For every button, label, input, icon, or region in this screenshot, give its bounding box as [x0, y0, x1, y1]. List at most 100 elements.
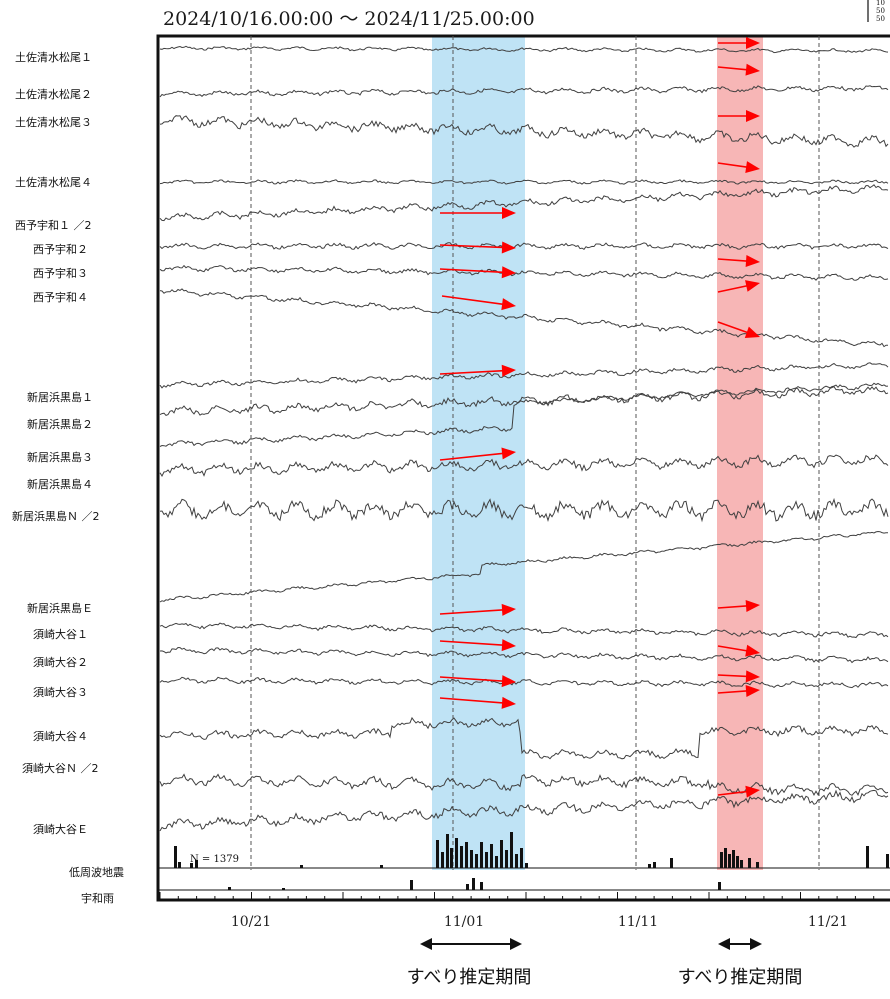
trace-line [159, 497, 889, 523]
trace-line [159, 45, 889, 54]
channel-label: 須崎大谷４ [33, 729, 88, 743]
slip-arrowhead [501, 696, 516, 709]
x-tick-label: 10/21 [231, 914, 271, 930]
slip-arrow [717, 321, 751, 335]
lfe-bar [475, 854, 478, 868]
slip-arrowhead [745, 785, 760, 798]
slip-arrow [439, 268, 507, 274]
lfe-bar [520, 848, 523, 868]
slip-arrowhead [746, 110, 760, 122]
channel-label: 須崎大谷Ｅ [33, 822, 88, 836]
trace-line [159, 454, 889, 478]
channel-label: 新居浜黒島４ [27, 477, 93, 491]
trace-line [159, 773, 889, 796]
lfe-bar [505, 850, 508, 868]
slip-arrowhead [744, 326, 760, 338]
trace-line [159, 85, 889, 98]
slip-arrowhead [501, 639, 516, 652]
rain-bar [228, 887, 231, 890]
lfe-bar [190, 863, 193, 868]
trace-line [159, 179, 889, 185]
lfe-bar [653, 862, 656, 868]
channel-label: 新居浜黒島１ [27, 390, 93, 404]
lfe-bar [441, 852, 444, 868]
lfe-bar [724, 848, 727, 868]
slip-arrow [717, 162, 751, 169]
slip-arrow [439, 608, 507, 615]
scale-label: 50 [876, 7, 885, 15]
trace-line [159, 716, 889, 760]
channel-label: 須崎大谷３ [33, 685, 88, 699]
channel-label: 西予宇和２ [33, 243, 88, 256]
trace-line [159, 676, 889, 689]
period-arrowhead-left [718, 938, 730, 950]
trace-line [159, 530, 889, 603]
trace-line [159, 362, 889, 389]
slip-period-label: すべり推定期間 [407, 967, 532, 988]
slip-arrowhead [502, 207, 516, 219]
trace-line [159, 622, 889, 639]
lfe-bar [740, 860, 743, 868]
slip-arrow [717, 66, 751, 71]
slip-arrow [717, 790, 751, 796]
lfe-bar [465, 842, 468, 868]
chart-title: 2024/10/16.00:00 ～ 2024/11/25.00:00 [163, 8, 535, 30]
trace-line [159, 382, 889, 447]
rain-bar [410, 880, 413, 890]
event-count-label: N = 1379 [190, 854, 239, 865]
slip-arrowhead [745, 685, 760, 697]
slip-arrowhead [501, 364, 516, 377]
channel-label: 西予宇和４ [33, 291, 88, 304]
trace-line [159, 115, 889, 148]
slip-arrowhead [501, 266, 516, 279]
slip-arrowhead [745, 280, 760, 292]
slip-arrow [717, 689, 751, 694]
trace-line [159, 789, 889, 832]
lfe-bar [174, 846, 177, 868]
lfe-bar [866, 846, 869, 868]
lfe-bar [446, 834, 449, 868]
slip-arrow [717, 674, 751, 678]
plot-frame [156, 34, 890, 902]
channel-label: 須崎大谷１ [33, 627, 88, 641]
slip-arrow [439, 244, 507, 249]
lfe-bar [450, 848, 453, 868]
slip-arrowhead [745, 644, 760, 657]
lfe-bar [732, 850, 735, 868]
slip-arrowhead [745, 670, 760, 683]
period-arrowhead-right [510, 938, 522, 950]
slip-period-label: すべり推定期間 [678, 967, 803, 988]
lfe-bar [480, 842, 483, 868]
slip-arrow [717, 645, 751, 653]
x-tick-label: 11/01 [444, 914, 484, 930]
slip-arrowhead [501, 241, 516, 254]
lfe-bar [748, 858, 751, 868]
channel-label: 新居浜黒島３ [27, 450, 93, 464]
lfe-bar [490, 844, 493, 868]
trace-line [159, 386, 889, 416]
slip-arrowhead [746, 37, 760, 49]
lfe-bar [470, 850, 473, 868]
channel-label: 土佐清水松尾２ [15, 87, 92, 101]
rain-bar [466, 884, 469, 890]
lfe-bar [510, 832, 513, 868]
channel-label: 西予宇和１ ／2 [15, 219, 92, 232]
shaded-period-2 [717, 36, 763, 870]
channel-label: 新居浜黒島Ｅ [27, 601, 93, 615]
rain-bar [472, 878, 475, 890]
lfe-bar [380, 865, 383, 868]
trace-line [159, 646, 889, 664]
slip-arrowhead [745, 600, 760, 612]
lfe-bar [728, 854, 731, 868]
channel-label: 須崎大谷２ [33, 655, 88, 669]
channel-label: 西予宇和３ [33, 267, 88, 280]
lfe-bar [648, 864, 651, 868]
lfe-bar [500, 840, 503, 868]
slip-arrowhead [501, 603, 516, 616]
trace-line [159, 184, 889, 222]
channel-label: 土佐清水松尾４ [15, 175, 92, 189]
bottom-panel-label: 宇和雨 [81, 892, 114, 905]
scale-label: 50 [876, 15, 885, 23]
